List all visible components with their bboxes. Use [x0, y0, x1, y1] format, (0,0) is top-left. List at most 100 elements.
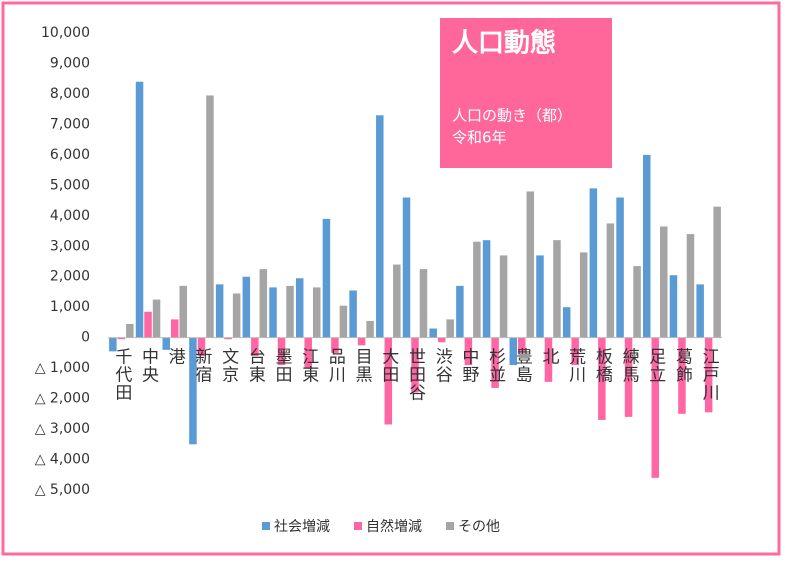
- x-tick-label: 中央: [138, 348, 159, 384]
- bar: [491, 337, 499, 388]
- bar: [304, 337, 312, 369]
- bar: [536, 255, 544, 338]
- bar: [464, 337, 473, 366]
- x-tick-label: 杉並: [485, 348, 506, 384]
- bar: [411, 337, 419, 393]
- bar: [544, 337, 553, 382]
- bar: [357, 337, 366, 346]
- bar: [339, 305, 348, 338]
- y-tick-label: 1,000: [50, 299, 90, 315]
- bar: [651, 337, 660, 478]
- bar: [393, 264, 401, 338]
- legend-label: 自然増減: [366, 518, 422, 535]
- bar: [376, 115, 384, 338]
- y-tick-label: △ 3,000: [35, 421, 90, 437]
- bar: [189, 337, 197, 445]
- bar: [331, 337, 339, 353]
- y-tick-label: △ 4,000: [35, 452, 90, 468]
- bar: [579, 252, 588, 338]
- y-tick-label: 2,000: [50, 269, 90, 285]
- x-tick-label: 墨田: [272, 348, 293, 384]
- x-tick-label: 北: [538, 348, 559, 366]
- x-tick-label: 目黒: [352, 348, 373, 384]
- x-tick-label: 足立: [645, 348, 666, 384]
- bar: [179, 285, 187, 338]
- y-tick-label: △ 5,000: [35, 482, 90, 498]
- bar: [109, 337, 117, 352]
- y-tick-label: △ 2,000: [35, 391, 90, 407]
- x-tick-label: 品川: [325, 348, 346, 384]
- bar: [473, 241, 481, 338]
- title-box: [440, 18, 612, 168]
- x-tick-label: 江東: [298, 348, 319, 384]
- bar: [322, 218, 331, 338]
- bar: [526, 191, 535, 338]
- bar: [152, 299, 161, 338]
- bar: [669, 275, 678, 338]
- bar: [349, 290, 357, 338]
- y-tick-label: 8,000: [50, 86, 90, 102]
- bar: [437, 337, 446, 343]
- bar: [295, 278, 304, 338]
- bar: [197, 337, 206, 356]
- bar: [704, 337, 713, 413]
- x-tick-label: 千代田: [111, 348, 132, 402]
- x-tick-label: 荒川: [565, 348, 586, 384]
- bar: [242, 276, 251, 338]
- x-tick-label: 大田: [378, 348, 399, 384]
- x-tick-label: 台東: [245, 348, 266, 384]
- y-tick-label: 7,000: [50, 116, 90, 132]
- bar: [251, 337, 259, 356]
- y-tick-label: 5,000: [50, 177, 90, 193]
- x-tick-label: 江戸川: [699, 348, 720, 402]
- bar: [624, 337, 633, 417]
- chart-annotation: 令和6年: [452, 129, 507, 147]
- bar: [606, 223, 615, 338]
- x-tick-label: 港: [165, 348, 186, 366]
- bar: [144, 311, 152, 338]
- y-tick-label: 4,000: [50, 208, 90, 224]
- chart-title: 人口動態: [452, 28, 556, 59]
- bar: [456, 285, 464, 338]
- bar: [643, 154, 651, 338]
- x-tick-label: 新宿: [191, 348, 212, 384]
- bar: [312, 287, 321, 338]
- legend-swatch: [262, 522, 270, 530]
- bar: [589, 188, 598, 338]
- x-tick-label: 板橋: [592, 348, 613, 384]
- y-tick-label: 9,000: [50, 55, 90, 71]
- bar: [135, 81, 144, 338]
- bar: [162, 337, 170, 350]
- bar: [482, 240, 491, 338]
- bar: [215, 284, 224, 338]
- x-tick-label: 葛飾: [672, 348, 693, 384]
- bar: [259, 269, 268, 338]
- bar: [571, 337, 579, 366]
- y-tick-label: 6,000: [50, 147, 90, 163]
- bar: [678, 337, 686, 414]
- bar: [384, 337, 393, 425]
- bar: [446, 319, 454, 338]
- bar: [696, 284, 704, 338]
- bar: [286, 285, 294, 338]
- x-tick-label: 中野: [458, 348, 479, 384]
- bar: [402, 197, 411, 338]
- legend-label: 社会増減: [274, 518, 330, 535]
- bar: [660, 226, 668, 338]
- bar: [224, 337, 232, 340]
- bar: [713, 206, 721, 338]
- bar: [616, 197, 624, 338]
- bar: [232, 293, 241, 338]
- bar: [509, 337, 518, 366]
- legend-swatch: [354, 522, 362, 530]
- bar: [598, 337, 606, 420]
- bar: [170, 319, 179, 338]
- y-tick-label: 3,000: [50, 238, 90, 254]
- y-tick-label: △ 1,000: [35, 360, 90, 376]
- x-tick-label: 渋谷: [432, 348, 453, 384]
- y-tick-label: 10,000: [41, 25, 90, 41]
- legend-label: その他: [458, 519, 500, 535]
- bar: [499, 255, 508, 338]
- bar: [206, 95, 214, 338]
